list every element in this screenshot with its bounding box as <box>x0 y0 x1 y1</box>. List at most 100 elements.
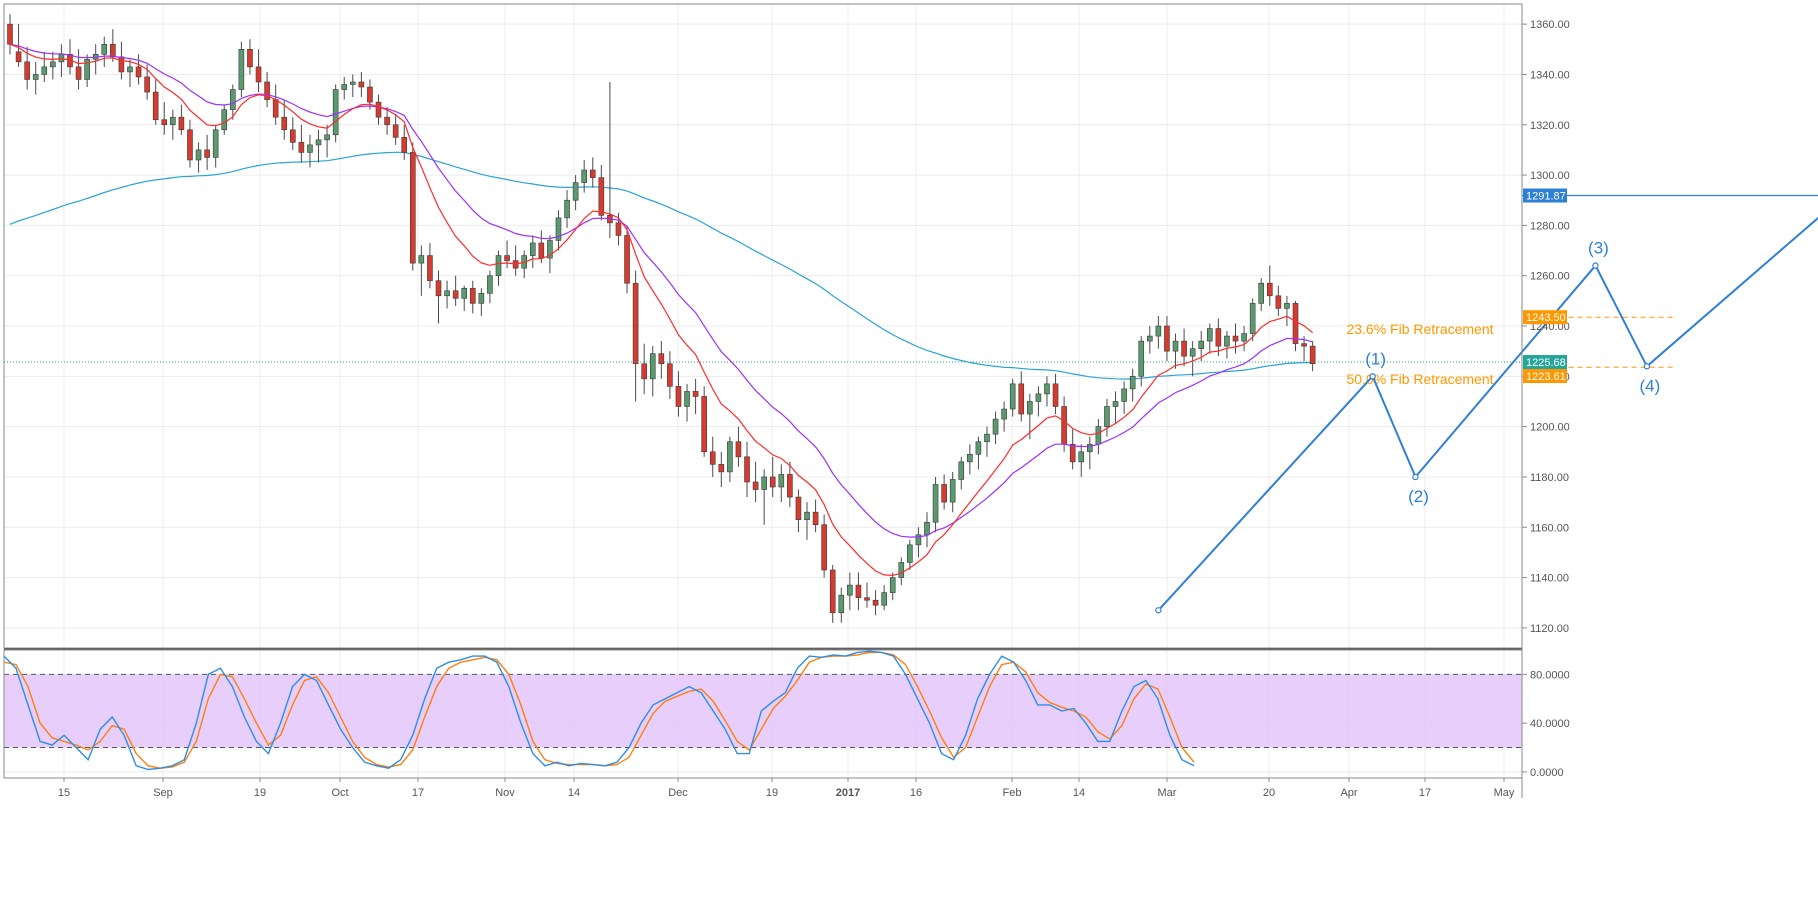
candle-body <box>975 441 982 455</box>
candle-body <box>1138 340 1145 377</box>
candle-body <box>555 217 562 241</box>
candle-body <box>1027 401 1033 415</box>
candle-body <box>821 524 827 571</box>
x-tick-label: 14 <box>1073 787 1085 799</box>
candle-body <box>1001 408 1007 420</box>
candle-body <box>1112 401 1119 407</box>
candle-body <box>444 290 450 297</box>
candle-body <box>572 182 579 201</box>
candle-body <box>941 484 947 503</box>
candle-body <box>924 521 930 536</box>
candle-body <box>127 66 133 73</box>
y-tick-label: 1120.00 <box>1530 623 1569 635</box>
candle-body <box>375 101 382 118</box>
candle-body <box>7 23 13 45</box>
y-tick-label: 1140.00 <box>1530 573 1569 585</box>
candle-body <box>847 584 853 596</box>
candle-body <box>367 86 373 103</box>
candle-body <box>727 441 733 473</box>
sma-slow-line <box>9 151 1313 380</box>
fib-annotation: 50.0% Fib Retracement <box>1346 371 1493 387</box>
y-tick-label-stoch: 0.0000 <box>1530 767 1564 779</box>
candle-body <box>144 76 150 93</box>
candle-body <box>1266 282 1273 297</box>
price-label-box <box>1523 188 1567 203</box>
price-label-box <box>1523 355 1567 370</box>
y-tick-label: 1280.00 <box>1530 220 1570 232</box>
candle-body <box>1018 383 1025 415</box>
candle-body <box>324 134 330 141</box>
candle-body <box>864 597 870 601</box>
wave-point <box>1592 262 1599 269</box>
candle-body <box>24 61 30 80</box>
candle-body <box>829 569 836 614</box>
candle-body <box>547 240 553 259</box>
candle-body <box>418 255 425 264</box>
candle-body <box>709 451 716 465</box>
candle-body <box>315 139 322 146</box>
ema-fast-line <box>9 43 1313 577</box>
candle-body <box>204 149 210 158</box>
candle-body <box>461 287 468 299</box>
candle-body <box>478 292 485 304</box>
candle-body <box>1009 383 1016 410</box>
candle-body <box>838 594 845 614</box>
candle-body <box>1044 383 1050 395</box>
candle-body <box>341 84 348 90</box>
candle-body <box>649 353 656 380</box>
candle-body <box>332 89 339 136</box>
price-label: 1291.87 <box>1526 191 1566 203</box>
candle-body <box>581 169 587 183</box>
candle-body <box>641 363 647 380</box>
candle-body <box>564 199 570 219</box>
stoch-band <box>4 674 1522 748</box>
candle-body <box>598 177 605 216</box>
candle-body <box>170 116 176 126</box>
wave-path <box>1157 216 1818 611</box>
candle-body <box>435 280 442 297</box>
y-tick-label: 1180.00 <box>1530 472 1569 484</box>
x-tick-label: 17 <box>412 787 424 799</box>
candle-body <box>161 119 168 126</box>
candle-body <box>75 66 82 80</box>
candle-body <box>1061 406 1067 445</box>
candle-body <box>247 48 253 68</box>
candle-body <box>1207 328 1213 342</box>
fib-annotation: 23.6% Fib Retracement <box>1346 321 1493 337</box>
wave-point <box>1412 473 1419 481</box>
candle-body <box>427 255 433 282</box>
candle-body <box>1121 388 1127 402</box>
candle-body <box>872 599 879 606</box>
candle-body <box>907 544 913 563</box>
wave-label: (2) <box>1408 487 1429 506</box>
y-tick-label: 1160.00 <box>1530 522 1569 534</box>
candle-body <box>675 386 682 407</box>
price-label-box <box>1523 369 1567 384</box>
candle-body <box>958 461 965 480</box>
candle-body <box>298 142 305 153</box>
candle-body <box>761 476 767 490</box>
candle-body <box>409 152 416 264</box>
candle-body <box>1129 376 1136 390</box>
candle-body <box>1069 443 1076 463</box>
candle-body <box>290 129 296 143</box>
candle-body <box>1198 340 1205 349</box>
candle-body <box>1284 303 1290 309</box>
candle-body <box>135 66 142 78</box>
price-label: 1225.68 <box>1526 357 1566 369</box>
y-tick-label-stoch: 80.0000 <box>1530 669 1570 681</box>
candle-body <box>452 290 459 299</box>
candle-body <box>84 59 90 80</box>
candle-body <box>1172 340 1179 352</box>
candle-body <box>118 56 125 73</box>
candle-body <box>1035 393 1042 402</box>
candle-body <box>1155 325 1162 337</box>
candle-body <box>1258 282 1265 304</box>
candle-body <box>881 592 887 606</box>
wave-point <box>1369 373 1376 380</box>
y-tick-label: 1340.00 <box>1530 69 1570 81</box>
candle-body <box>615 222 622 236</box>
